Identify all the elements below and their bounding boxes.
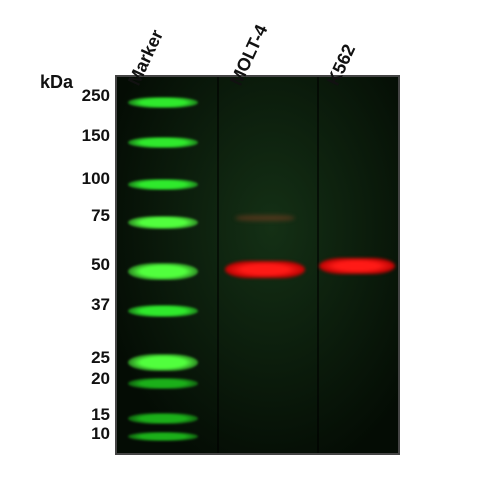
- mw-label: 15: [55, 405, 110, 425]
- marker-band: [128, 432, 198, 441]
- marker-band: [128, 305, 198, 317]
- marker-band: [128, 263, 198, 280]
- mw-label: 20: [55, 369, 110, 389]
- western-blot-figure: kDaMarkerMOLT-4K562250150100755037252015…: [0, 0, 500, 500]
- mw-label: 50: [55, 255, 110, 275]
- marker-band: [128, 216, 198, 229]
- sample-band: [225, 261, 305, 278]
- mw-label: 250: [55, 86, 110, 106]
- marker-band: [128, 378, 198, 389]
- marker-band: [128, 137, 198, 148]
- mw-label: 37: [55, 295, 110, 315]
- mw-label: 10: [55, 424, 110, 444]
- sample-band: [319, 258, 395, 274]
- faint-band: [235, 215, 295, 221]
- marker-band: [128, 413, 198, 424]
- mw-label: 75: [55, 206, 110, 226]
- marker-band: [128, 179, 198, 190]
- lane-divider: [217, 77, 219, 453]
- mw-label: 150: [55, 126, 110, 146]
- mw-label: 25: [55, 348, 110, 368]
- marker-band: [128, 97, 198, 108]
- mw-label: 100: [55, 169, 110, 189]
- marker-band: [128, 354, 198, 371]
